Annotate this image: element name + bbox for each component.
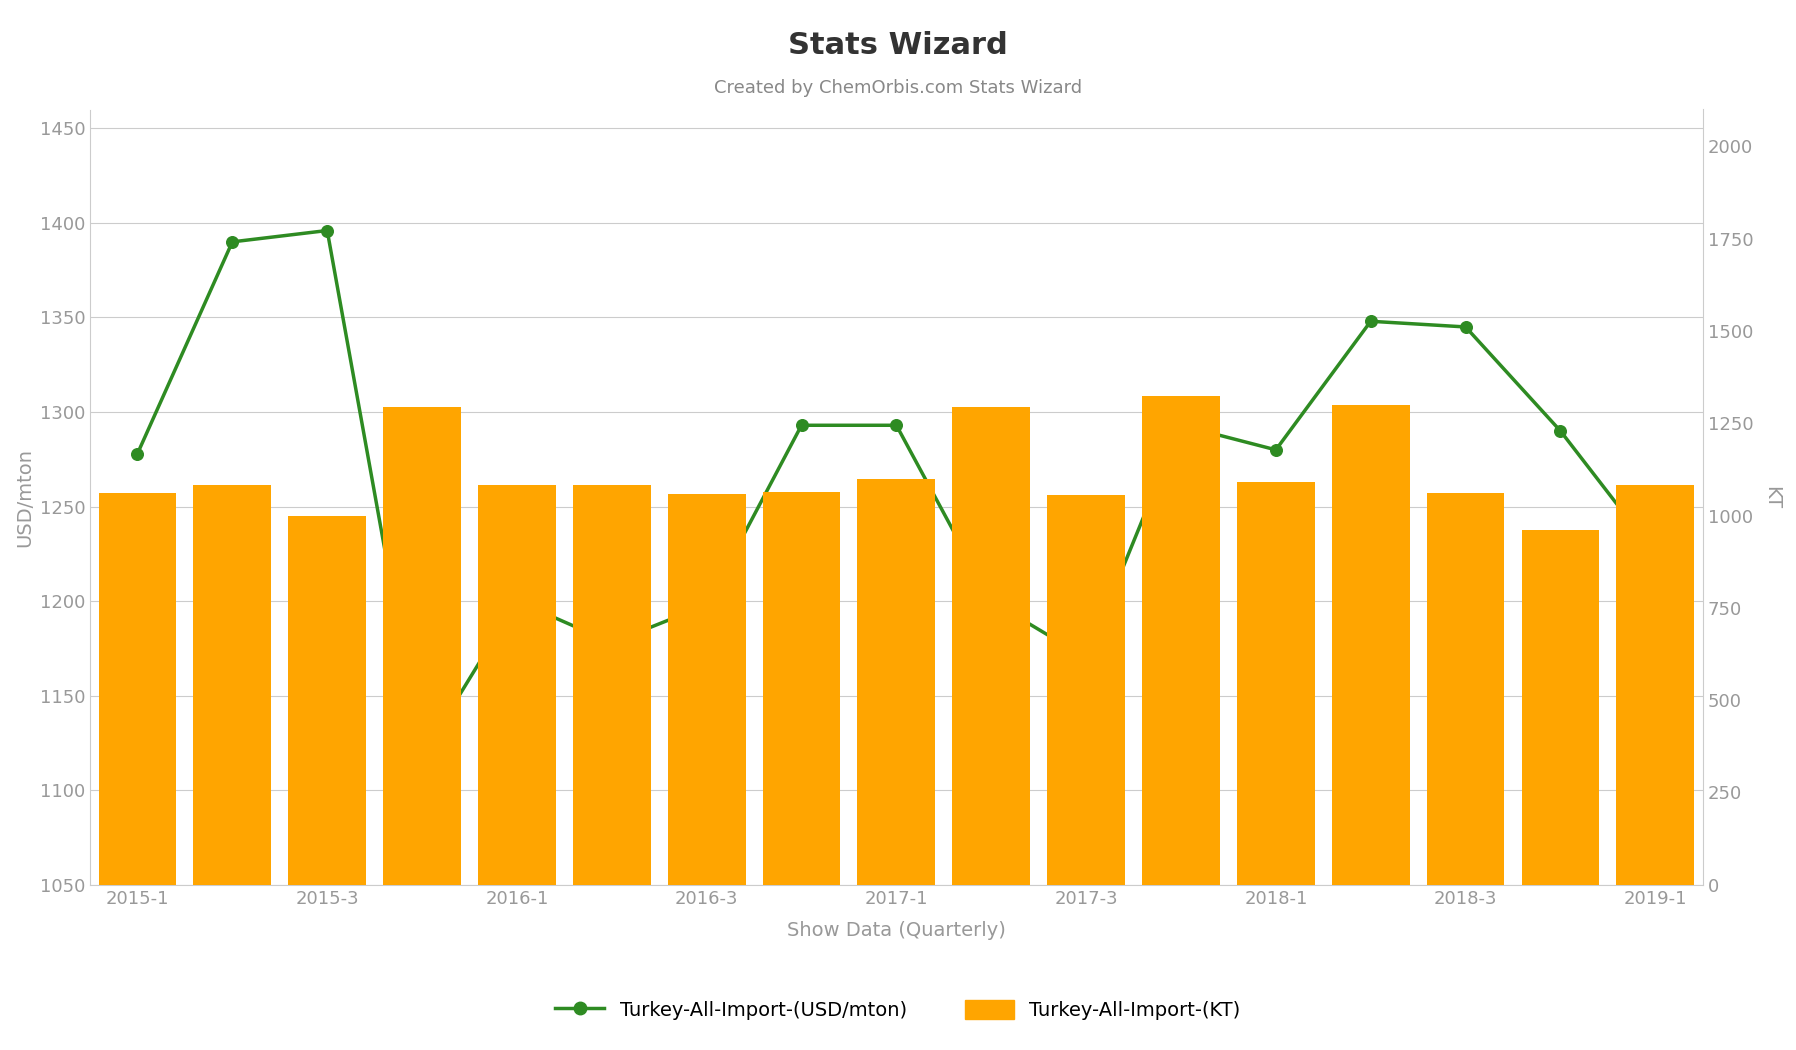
Point <box>124 445 153 462</box>
Point <box>1072 650 1101 667</box>
Bar <box>383 406 462 885</box>
Text: Created by ChemOrbis.com Stats Wizard: Created by ChemOrbis.com Stats Wizard <box>715 79 1081 97</box>
Bar <box>1237 482 1315 885</box>
Point <box>1642 545 1670 562</box>
Bar <box>668 495 745 885</box>
Bar <box>1616 485 1694 885</box>
Point <box>787 417 815 434</box>
Bar <box>1142 396 1219 885</box>
Bar <box>1426 494 1505 885</box>
Legend: Turkey-All-Import-(USD/mton), Turkey-All-Import-(KT): Turkey-All-Import-(USD/mton), Turkey-All… <box>546 990 1250 1030</box>
Point <box>503 592 532 609</box>
Bar <box>99 492 176 885</box>
Bar <box>857 479 936 885</box>
Point <box>313 223 341 239</box>
Point <box>1356 313 1385 330</box>
X-axis label: Show Data (Quarterly): Show Data (Quarterly) <box>787 922 1006 941</box>
Y-axis label: USD/mton: USD/mton <box>14 447 34 547</box>
Point <box>882 417 911 434</box>
Point <box>1167 417 1196 434</box>
Point <box>1546 422 1575 439</box>
Point <box>598 634 627 651</box>
Bar <box>478 485 555 885</box>
Bar <box>952 406 1031 885</box>
Point <box>977 592 1006 609</box>
Bar <box>1333 405 1410 885</box>
Point <box>691 596 720 613</box>
Bar <box>573 485 650 885</box>
Point <box>217 233 246 250</box>
Bar <box>1047 496 1124 885</box>
Bar <box>194 485 271 885</box>
Text: Stats Wizard: Stats Wizard <box>788 32 1008 61</box>
Y-axis label: KT: KT <box>1762 485 1782 508</box>
Point <box>1261 441 1290 458</box>
Point <box>1451 318 1480 335</box>
Point <box>408 748 436 764</box>
Bar <box>763 492 841 885</box>
Bar <box>1521 530 1598 885</box>
Bar <box>289 516 366 885</box>
